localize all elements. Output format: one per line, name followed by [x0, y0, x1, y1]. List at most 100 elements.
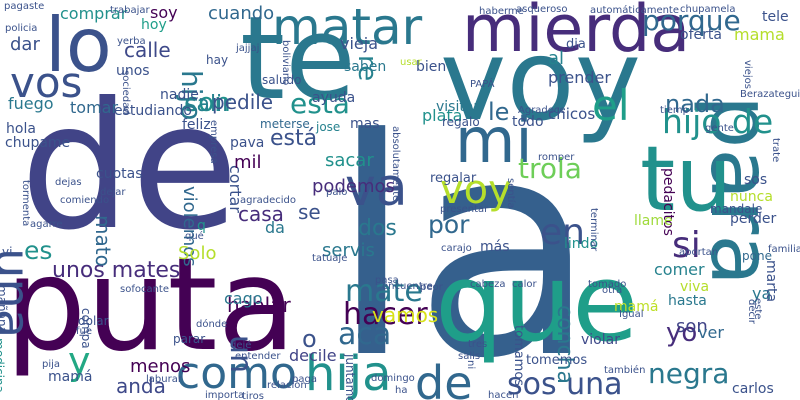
word-mate: mate — [345, 274, 423, 309]
word-el: el — [592, 81, 630, 130]
word-tomar: tomar — [70, 98, 119, 117]
word-trate: trate — [770, 138, 781, 163]
word-pedile: pedile — [212, 90, 274, 114]
word-mi: mi — [455, 104, 533, 177]
word-tiemp: tiemp — [660, 105, 689, 116]
word-sos-una: sos una — [507, 367, 623, 400]
word-asqueroso: asqueroso — [516, 4, 568, 15]
word-papa: PAPÁ — [470, 79, 495, 90]
word-otra: otra — [602, 285, 623, 296]
word-pija: pija — [42, 359, 61, 370]
word-sociedad: sociedad — [120, 70, 131, 115]
word-medicina: medicina — [0, 338, 6, 393]
word-dejar: dejar — [100, 187, 126, 198]
word-ya: ya — [752, 284, 772, 303]
word-compa: compa — [79, 308, 93, 349]
word-unos-mates: unos mates — [52, 258, 181, 283]
word-por: por — [428, 210, 470, 239]
word-manana: mañana — [0, 285, 9, 334]
word-mama: mama — [734, 25, 785, 44]
word-mama: mamá — [48, 369, 93, 385]
word-tormenta: tormenta — [20, 180, 31, 227]
word-meterse: meterse — [260, 117, 310, 131]
word-hija: hija — [305, 346, 392, 400]
word-calor: calor — [512, 279, 537, 290]
word-tiros: tiros — [242, 391, 264, 400]
word-perder: perder — [730, 211, 777, 227]
word-importa: importa — [205, 390, 245, 400]
word-ayuda: ayuda — [312, 90, 356, 106]
word-igual: Igual — [619, 309, 644, 320]
word-en: en — [540, 212, 585, 253]
word-sentia: sentía — [505, 178, 516, 209]
word-peor: peor — [420, 282, 443, 293]
word-jajjaj: jajjaj — [236, 43, 260, 54]
word-trola: trola — [518, 152, 582, 185]
word-agradecido: agradecido — [240, 195, 296, 206]
word-ni: ni — [465, 360, 476, 370]
word-mato: mato — [91, 215, 115, 267]
word-pone: pone — [742, 249, 772, 263]
word-haberme: haberme — [479, 6, 524, 17]
word-cabeza: cabeza — [470, 279, 506, 290]
word-salis: salis — [458, 351, 481, 362]
word-laburar: laburar — [146, 374, 182, 385]
word-menos: menos — [130, 356, 191, 377]
word-voy: voy — [440, 167, 512, 213]
word-negra: negra — [648, 357, 730, 390]
word-visitar: visitar — [436, 99, 480, 115]
word-nunca: nunca — [730, 189, 773, 205]
word-plata: plata — [422, 106, 463, 125]
word-que: qué — [185, 231, 204, 242]
word-jose: jose — [316, 120, 341, 134]
word-relacion: relación — [267, 380, 307, 391]
word-automaticamente: automáticamente — [590, 5, 680, 16]
word-va: va — [345, 158, 408, 218]
word-mas: mas — [350, 116, 380, 132]
word-fuego: fuego — [8, 94, 54, 113]
word-presentar: presentar — [440, 204, 489, 215]
word-mandale: mandale — [710, 202, 763, 216]
word-vi: vi — [2, 245, 13, 259]
word-hijo-de: hijo de — [662, 102, 774, 141]
word-chupamela: chupamela — [680, 4, 736, 15]
word-tomemos: tomemos — [526, 353, 588, 368]
word-podemos: podemos — [312, 176, 395, 197]
word-tambien: también — [604, 365, 646, 376]
word-encuentre: encuentre — [382, 281, 433, 292]
word-yo: yo — [666, 318, 698, 348]
word-y: y — [68, 339, 91, 383]
word-mama: mamá — [614, 299, 659, 315]
word-mierda: mierda — [462, 0, 691, 67]
word-aca: aca — [338, 317, 392, 352]
word-cuando: cuando — [208, 3, 275, 24]
word-dia: dia — [566, 37, 586, 52]
word-si: si — [672, 225, 701, 266]
word-chupame: chupame — [5, 135, 71, 151]
word-mil: mil — [234, 152, 262, 173]
word-comer: comer — [654, 260, 705, 279]
word-de: de — [415, 356, 473, 400]
word-nadie: nadie — [160, 87, 199, 103]
word-es: es — [24, 236, 53, 265]
word-cuotas: cuotas — [96, 166, 143, 182]
word-carajo: carajo — [441, 243, 472, 254]
word-parar: parar — [173, 332, 206, 346]
word-da: da — [265, 218, 285, 237]
word-estudiando: estudiando — [114, 103, 192, 119]
word-decile: decile — [289, 346, 337, 365]
word-todo: todo — [512, 114, 544, 130]
word-tu: tu — [640, 127, 733, 232]
word-unos: unos — [116, 63, 150, 79]
word-matar: matar — [272, 0, 423, 56]
word-prender: prender — [548, 68, 611, 87]
word-son: son — [676, 316, 708, 337]
word-tatuaje: tatuaje — [312, 253, 348, 264]
word-policia: policia — [5, 23, 38, 34]
word-trabajar: trabajar — [110, 5, 150, 16]
word-feliz: feliz — [182, 117, 211, 133]
word-voy: voy — [440, 16, 642, 146]
word-comiendo: comiendo — [60, 195, 110, 206]
word-donde: dónde — [196, 319, 228, 330]
